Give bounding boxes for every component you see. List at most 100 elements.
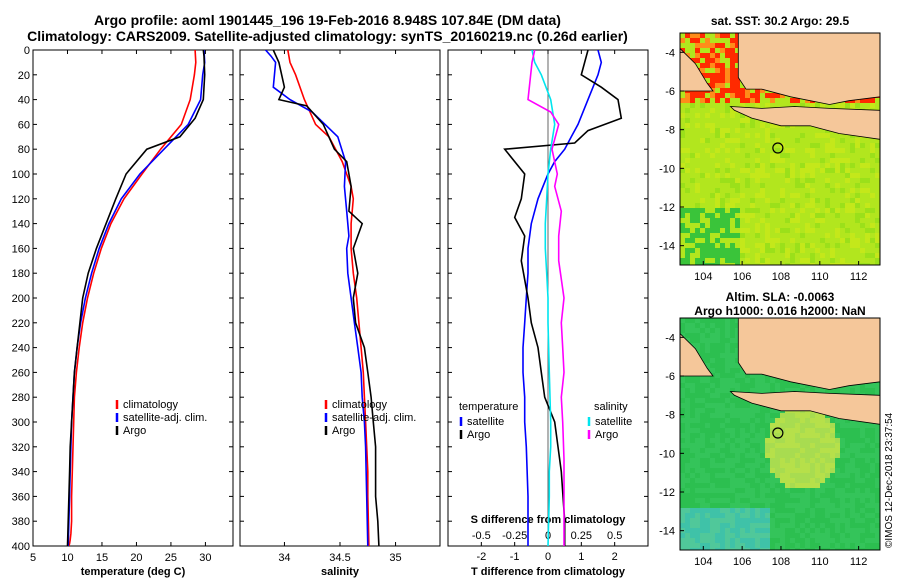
legend-label: satellite-adj. clim. xyxy=(123,412,207,424)
y-tick-label: 100 xyxy=(12,169,30,181)
legend-label: Argo xyxy=(467,429,490,441)
map-y-tick-label: -8 xyxy=(665,410,675,422)
x-tick-label: 5 xyxy=(30,552,36,564)
map-x-tick-label: 104 xyxy=(694,556,712,568)
series-line-argo xyxy=(66,50,206,546)
y-tick-label: 140 xyxy=(12,219,30,231)
legend-title-temperature: temperature xyxy=(459,401,518,413)
y-tick-label: 200 xyxy=(12,293,30,305)
legend-label: climatology xyxy=(123,399,179,411)
series-line-s-argo xyxy=(527,50,565,546)
series-line-t-argo xyxy=(503,50,623,546)
map-y-tick-label: -6 xyxy=(665,86,675,98)
legend-label: satellite-adj. clim. xyxy=(332,412,416,424)
land-java-north xyxy=(737,33,880,105)
y-tick-label: 360 xyxy=(12,491,30,503)
map-y-tick-label: -6 xyxy=(665,371,675,383)
argo-position-marker xyxy=(772,142,784,154)
y-tick-label: 320 xyxy=(12,442,30,454)
y-tick-label: 240 xyxy=(12,343,30,355)
sst-map-title: sat. SST: 30.2 Argo: 29.5 xyxy=(710,14,850,28)
argo-position-marker xyxy=(772,427,784,439)
map-y-tick-label: -10 xyxy=(659,163,675,175)
legend-title-salinity: salinity xyxy=(594,401,628,413)
plot-frame xyxy=(239,49,441,547)
x-axis-label: temperature (deg C) xyxy=(81,566,186,578)
x-axis-label: T difference from climatology xyxy=(471,566,626,578)
map-x-tick-label: 108 xyxy=(772,556,790,568)
legend-label: satellite xyxy=(467,416,504,428)
map-x-tick-label: 112 xyxy=(850,556,868,568)
x-tick-label: -1 xyxy=(510,551,520,563)
x-tick-label: 30 xyxy=(199,552,211,564)
series-line-climatology xyxy=(287,50,370,546)
x-axis-label: salinity xyxy=(321,566,360,578)
y-tick-label: 180 xyxy=(12,268,30,280)
map-frame xyxy=(679,32,881,266)
plot-frame xyxy=(32,49,234,547)
y-tick-label: 280 xyxy=(12,392,30,404)
figure-title-line1: Argo profile: aoml 1901445_196 19-Feb-20… xyxy=(94,12,561,28)
x-tick-label: 10 xyxy=(61,552,73,564)
map-y-tick-label: -10 xyxy=(659,448,675,460)
x-tick-label: 35 xyxy=(389,552,401,564)
legend-label: satellite xyxy=(595,416,632,428)
x-tick-label: 25 xyxy=(165,552,177,564)
series-line-s-satellite xyxy=(531,50,556,546)
x-tick-label: 34.5 xyxy=(329,552,350,564)
x-tick-label: 0 xyxy=(545,551,551,563)
series-group xyxy=(66,50,206,546)
map-frame xyxy=(679,317,881,551)
map-sst_map: 104 106 108 110 112 -4 -6 -8 -10 -12 -14 xyxy=(659,32,881,283)
x2-tick-label: -0.25 xyxy=(502,530,527,542)
figure-title-line2: Climatology: CARS2009. Satellite-adjuste… xyxy=(27,28,628,44)
map-y-tick-label: -4 xyxy=(665,47,675,59)
y-tick-label: 220 xyxy=(12,318,30,330)
x-tick-label: 1 xyxy=(578,551,584,563)
x-tick-label: 15 xyxy=(96,552,108,564)
y-tick-label: 120 xyxy=(12,194,30,206)
x2-tick-label: -0.5 xyxy=(472,530,491,542)
legend-label: climatology xyxy=(332,399,388,411)
map-x-tick-label: 112 xyxy=(850,271,868,283)
y-tick-label: 80 xyxy=(18,144,30,156)
y-tick-label: 20 xyxy=(18,70,30,82)
panel-salinity: 34 34.5 35 salinity climatologysatellite-adj… xyxy=(239,49,441,578)
series-group xyxy=(503,50,623,546)
map-x-tick-label: 110 xyxy=(811,271,829,283)
map-x-tick-label: 106 xyxy=(733,556,751,568)
y-tick-label: 340 xyxy=(12,467,30,479)
map-x-tick-label: 104 xyxy=(694,271,712,283)
sla-map-title: Altim. SLA: -0.0063 xyxy=(725,290,835,304)
y-tick-label: 160 xyxy=(12,243,30,255)
land-java xyxy=(729,391,880,425)
map-y-tick-label: -14 xyxy=(659,526,675,538)
map-x-tick-label: 110 xyxy=(811,556,829,568)
y-tick-label: 60 xyxy=(18,119,30,131)
x-tick-label: 34 xyxy=(278,552,290,564)
map-sla_map: 104 106 108 110 112 -4 -6 -8 -10 -12 -14 xyxy=(659,317,881,568)
x2-tick-label: 0.25 xyxy=(571,530,592,542)
map-field xyxy=(680,318,880,550)
y-tick-label: 260 xyxy=(12,367,30,379)
land-sumatra xyxy=(680,47,714,92)
series-line-climatology xyxy=(68,50,197,546)
x-tick-label: -2 xyxy=(476,551,486,563)
y-tick-label: 0 xyxy=(24,45,30,57)
legend-label: Argo xyxy=(332,425,355,437)
copyright-footer: ©IMOS 12-Dec-2018 23:37:54 xyxy=(884,412,895,548)
series-line-argo xyxy=(272,50,380,546)
legend-label: Argo xyxy=(595,429,618,441)
map-y-tick-label: -12 xyxy=(659,487,675,499)
map-y-tick-label: -12 xyxy=(659,202,675,214)
sla-map-subtitle: Argo h1000: 0.016 h2000: NaN xyxy=(694,304,866,318)
y-tick-label: 400 xyxy=(12,541,30,553)
x-tick-label: 2 xyxy=(612,551,618,563)
map-y-tick-label: -14 xyxy=(659,241,675,253)
series-group xyxy=(265,50,380,546)
x2-tick-label: 0.5 xyxy=(607,530,622,542)
series-line-t-satellite xyxy=(522,50,603,546)
y-tick-label: 300 xyxy=(12,417,30,429)
map-y-tick-label: -4 xyxy=(665,332,675,344)
